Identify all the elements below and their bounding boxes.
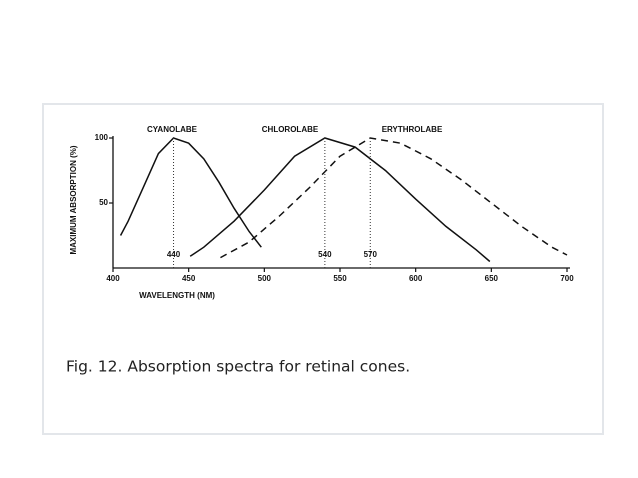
series-label: ERYTHROLABE [382,125,443,134]
x-tick-label: 400 [106,274,120,283]
y-tick-label: 50 [99,198,108,207]
y-tick-label: 100 [95,133,109,142]
x-axis-label: WAVELENGTH (NM) [139,291,215,300]
frame [42,103,604,435]
x-tick-label: 600 [409,274,423,283]
x-tick-label: 500 [258,274,272,283]
series-line [220,137,568,259]
peak-label: 540 [318,250,332,259]
x-tick-label: 550 [333,274,347,283]
x-tick-label: 450 [182,274,196,283]
peak-label: 570 [364,250,378,259]
series-label: CYANOLABE [147,125,198,134]
y-axis-label: MAXIMUM ABSORPTION (%) [69,145,78,254]
peak-label: 440 [167,250,181,259]
series-line [189,137,491,263]
x-tick-label: 700 [560,274,574,283]
caption: Fig. 12. Absorption spectra for retinal … [66,358,410,376]
x-tick-label: 650 [485,274,499,283]
series-label: CHLOROLABE [262,125,319,134]
